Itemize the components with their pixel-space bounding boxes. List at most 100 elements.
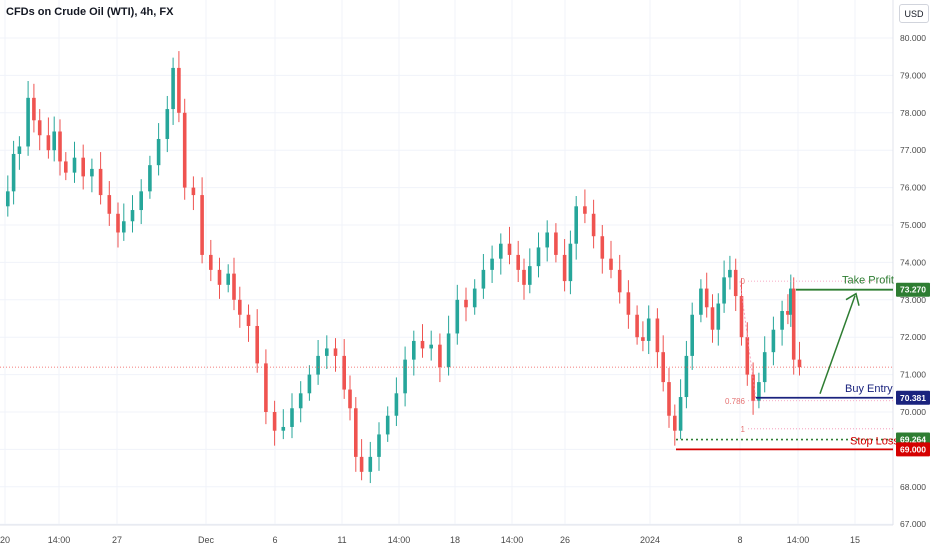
candle-body [37,120,42,136]
x-tick-label: 8 [737,535,742,545]
y-tick-label: 80.000 [900,33,926,43]
candle-body [554,232,558,255]
candle-body [191,187,196,196]
candle-body [591,213,596,237]
y-tick-label: 78.000 [900,108,926,118]
candle-body [368,456,373,472]
candle-body [255,325,259,364]
currency-button[interactable]: USD [899,4,929,23]
trade-overlays: 0 0.786 1 Take Profit Buy Entry Stop Loss [0,275,899,451]
candle-body [678,397,683,431]
candle-body [780,311,784,330]
candle-body [600,236,605,259]
candle-body [342,355,346,390]
candle-body [507,243,512,255]
buy-entry-label: Buy Entry [845,383,893,395]
x-tick-label: Dec [198,535,215,545]
x-tick-label: 18 [450,535,460,545]
y-tick-label: 77.000 [900,145,926,155]
candle-body [751,374,755,401]
candle-body [745,337,750,375]
candle-body [122,221,126,233]
candle-body [786,311,790,315]
candle-body [716,303,721,330]
candle-body [641,337,645,341]
candle-body [455,299,460,334]
candle-body [655,318,660,353]
candle-body [394,393,399,416]
candle-body [722,277,726,304]
fib-trend-line [739,281,757,401]
candle-body [307,374,312,394]
candle-body [481,269,486,289]
stop-loss-price-tag [896,442,930,457]
candle-body [522,269,526,285]
candle-body [704,288,709,308]
x-tick-label: 14:00 [787,535,810,545]
candle-body [385,415,390,435]
x-tick-label: 2024 [640,535,660,545]
stop-loss-label: Stop Loss [850,435,899,447]
candle-body [646,318,651,341]
candle-body [568,243,573,282]
candle-body [98,168,103,196]
y-tick-label: 79.000 [900,70,926,80]
y-tick-label: 70.000 [900,407,926,417]
candle-body [528,266,532,285]
candle-body [429,344,433,349]
candle-body [348,389,352,409]
candle-body [81,157,85,177]
candle-body [490,258,494,270]
y-tick-label: 68.000 [900,482,926,492]
candle-body [148,165,152,192]
time-axis[interactable]: 20 14:00 27 Dec 6 11 14:00 18 14:00 26 2024 8 14:00 1… [0,535,860,545]
y-tick-label: 73.000 [900,295,926,305]
candle-body [464,299,468,308]
candle-body [116,213,120,233]
candle-body [209,254,213,270]
candle-body [333,348,338,356]
y-tick-label: 75.000 [900,220,926,230]
take-profit-price-value: 73.270 [900,285,926,295]
candle-body [90,168,94,177]
candle-body [232,273,236,300]
trend-arrow-icon [819,295,856,395]
candle-body [17,146,22,154]
candle-body [762,352,767,383]
candle-body [46,135,51,151]
symbol-title[interactable]: CFDs on Crude Oil (WTI), 4h, FX [6,6,174,18]
candle-body [446,333,451,368]
candle-series [6,51,802,484]
candle-body [797,359,802,368]
candle-body [238,299,242,315]
x-tick-label: 14:00 [501,535,524,545]
candle-body [516,254,520,270]
candle-body [673,415,677,431]
candle-body [617,269,622,293]
fib-level-label: 0 [741,277,746,286]
candle-body [438,344,442,368]
candle-body [290,408,294,427]
candle-body [354,408,358,457]
candle-body [217,269,222,285]
candle-body [420,340,425,349]
candle-body [472,288,477,308]
candle-body [139,191,143,211]
x-tick-label: 6 [272,535,277,545]
candle-body [226,273,230,285]
x-tick-label: 27 [112,535,122,545]
candle-body [165,109,170,139]
x-tick-label: 14:00 [388,535,411,545]
candle-body [52,131,56,151]
candle-body [246,314,251,326]
x-tick-label: 14:00 [48,535,71,545]
stop-loss-price-value: 69.000 [900,444,926,454]
candle-body [635,314,639,338]
candle-body [32,97,36,121]
chart-grid [0,0,893,525]
candle-body [545,232,549,248]
y-tick-label: 74.000 [900,257,926,267]
candle-body [272,412,277,431]
